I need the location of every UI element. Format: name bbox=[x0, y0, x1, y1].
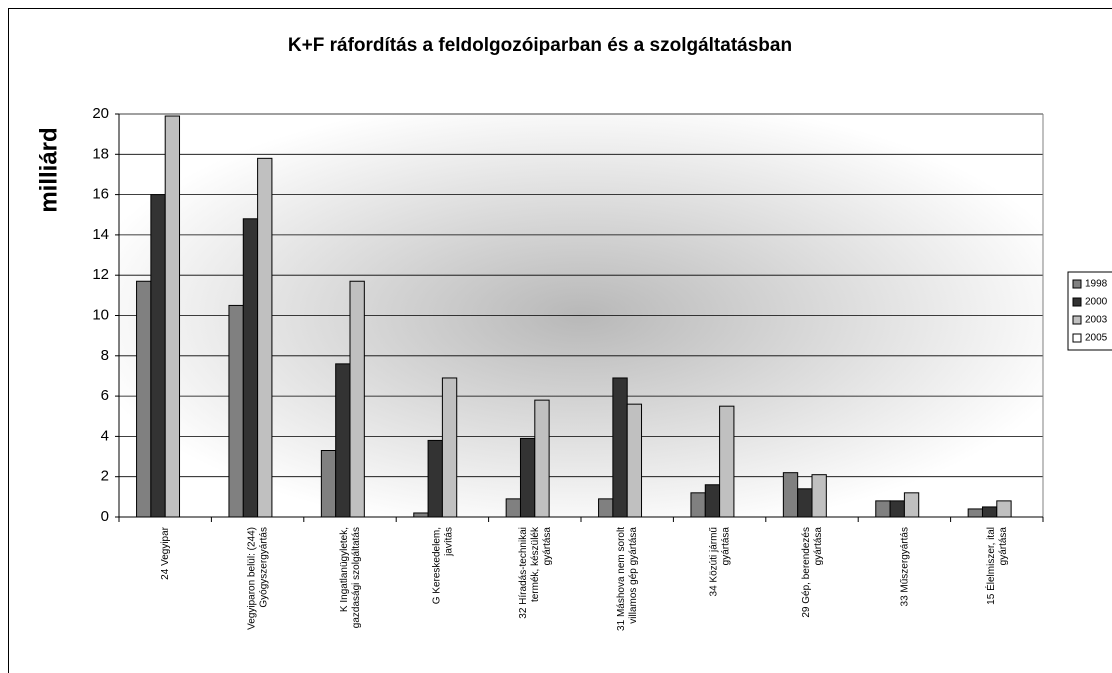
bar bbox=[534, 399, 550, 518]
chart-title: K+F ráfordítás a feldolgozóiparban és a … bbox=[288, 35, 792, 56]
bar bbox=[519, 437, 536, 518]
x-tick-label: 24 Vegyipar bbox=[160, 526, 171, 579]
x-tick-label: 34 Közúti járműgyártása bbox=[708, 527, 731, 597]
x-tick-label: K Ingatlanügyletek,gazdasági szolgáltatá… bbox=[339, 527, 362, 628]
bar bbox=[811, 474, 827, 518]
y-tick-label: 2 bbox=[101, 468, 109, 485]
bar bbox=[335, 363, 351, 518]
y-tick-label: 10 bbox=[92, 306, 109, 323]
x-tick-label: 15 Élelmiszer, italgyártása bbox=[983, 527, 1008, 605]
bar bbox=[136, 280, 152, 518]
y-tick-label: 0 bbox=[101, 508, 109, 525]
bar bbox=[505, 498, 521, 518]
legend-swatch bbox=[1072, 279, 1082, 289]
y-tick-label: 18 bbox=[92, 145, 109, 162]
bar bbox=[797, 488, 813, 518]
bar bbox=[150, 194, 166, 518]
bar bbox=[690, 492, 706, 518]
bar bbox=[719, 405, 735, 518]
legend-label: 2005 bbox=[1085, 333, 1108, 344]
y-tick-label: 20 bbox=[92, 105, 109, 122]
legend-label: 2000 bbox=[1085, 297, 1108, 308]
bar bbox=[413, 512, 429, 518]
y-tick-label: 12 bbox=[92, 266, 109, 283]
bar bbox=[782, 472, 799, 518]
x-tick-label: 32 Híradás-technikaitermék, készülékgyár… bbox=[517, 526, 552, 619]
bar bbox=[981, 506, 998, 518]
bar bbox=[349, 280, 365, 518]
bar bbox=[967, 508, 983, 518]
bar bbox=[242, 218, 259, 518]
bar bbox=[875, 500, 891, 518]
bar bbox=[228, 304, 244, 518]
y-tick-label: 4 bbox=[101, 427, 109, 444]
bar bbox=[612, 377, 628, 518]
legend-label: 2003 bbox=[1085, 315, 1108, 326]
x-tick-label: G Kereskedelem,javítás bbox=[431, 527, 454, 604]
legend-swatch bbox=[1072, 333, 1082, 343]
bar bbox=[626, 403, 643, 518]
y-tick-label: 14 bbox=[92, 226, 109, 243]
legend-swatch bbox=[1072, 315, 1082, 325]
bar bbox=[889, 500, 905, 518]
legend-swatch bbox=[1072, 297, 1082, 307]
y-tick-label: 6 bbox=[101, 387, 109, 404]
bar bbox=[320, 450, 337, 518]
bar bbox=[903, 492, 920, 518]
bar bbox=[164, 115, 181, 518]
bar bbox=[598, 498, 614, 518]
bar bbox=[441, 377, 458, 518]
bar bbox=[996, 500, 1012, 518]
bar bbox=[427, 439, 443, 518]
y-tick-label: 16 bbox=[92, 186, 109, 203]
x-tick-label: 29 Gép, berendezésgyártása bbox=[801, 527, 824, 618]
y-axis-label: milliárd bbox=[35, 127, 62, 212]
y-tick-label: 8 bbox=[101, 347, 109, 364]
bar bbox=[257, 157, 273, 518]
legend-label: 1998 bbox=[1085, 279, 1108, 290]
bar bbox=[704, 484, 721, 518]
x-tick-label: 31 Máshova nem soroltvillamos gép gyártá… bbox=[616, 527, 639, 631]
chart-border bbox=[8, 8, 1112, 673]
x-tick-label: Vegyiparon belül: (244)Gyógyszergyártás bbox=[246, 527, 269, 630]
x-tick-label: 33 Műszergyártás bbox=[899, 527, 910, 606]
